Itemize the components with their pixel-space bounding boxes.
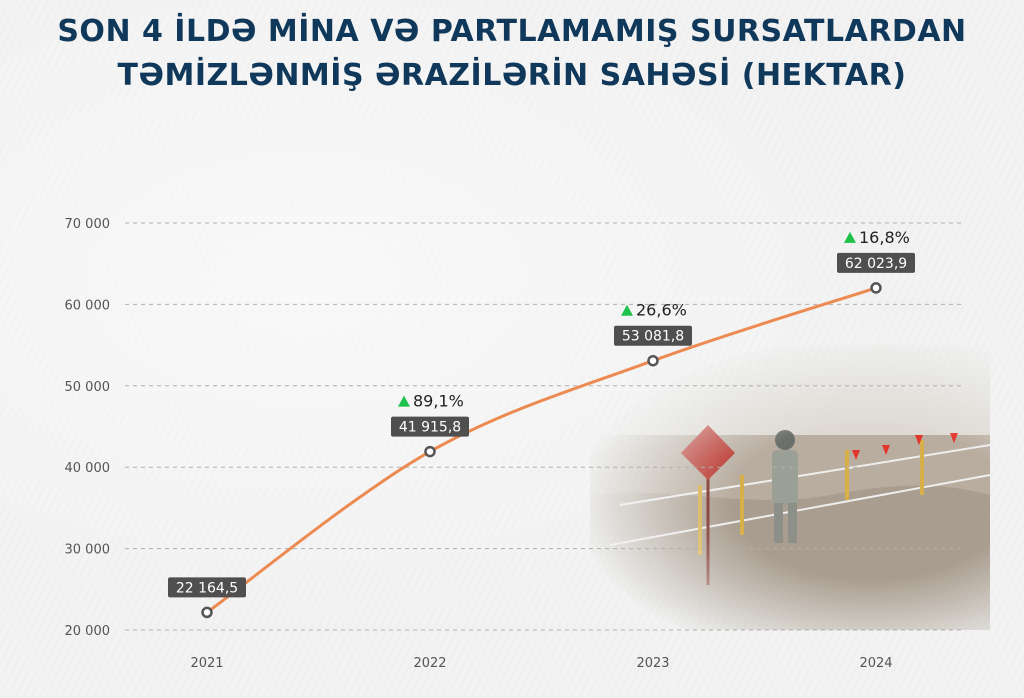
y-tick-label: 40 000 [65,461,111,476]
value-label: 53 081,8 [622,329,684,345]
up-arrow-icon [621,304,633,316]
x-tick-label: 2024 [859,656,892,671]
data-point [201,606,213,619]
y-tick-label: 70 000 [65,217,111,232]
data-points [201,282,882,619]
value-label: 22 164,5 [176,580,238,596]
y-tick-label: 60 000 [65,298,111,313]
x-tick-label: 2023 [636,656,669,671]
demining-photo [590,345,990,630]
growth-label: 16,8% [859,228,910,247]
value-label-box [614,325,692,346]
y-tick-label: 20 000 [65,624,111,639]
deminer-figure [772,430,798,543]
title-line-2: TƏMİZLƏNMİŞ ƏRAZİLƏRİN SAHƏSİ (HEKTAR) [117,58,907,93]
x-tick-label: 2021 [190,656,223,671]
y-tick-label: 50 000 [65,380,111,395]
grid-lines [125,222,965,631]
value-label-box [837,252,915,273]
series-line [205,286,878,614]
data-point [647,354,659,367]
data-point [424,445,436,458]
x-tick-label: 2022 [413,656,446,671]
chart-title: SON 4 İLDƏ MİNA VƏ PARTLAMAMIŞ SURSATLAR… [0,10,1024,98]
up-arrow-icon [844,231,856,243]
growth-label: 26,6% [636,301,687,320]
value-label-box [391,416,469,437]
data-labels: 22 164,5 41 915,8 89,1% 53 081,8 26,6% 62 023… [168,228,915,598]
x-axis-ticks: 2021 2022 2023 2024 [190,656,892,671]
growth-label: 89,1% [413,392,464,411]
y-axis-ticks: 20 000 30 000 40 000 50 000 60 000 70 000 [65,217,111,639]
up-arrow-icon [398,395,410,407]
y-tick-label: 30 000 [65,543,111,558]
value-label: 62 023,9 [845,256,907,272]
title-line-1: SON 4 İLDƏ MİNA VƏ PARTLAMAMIŞ SURSATLAR… [57,14,967,49]
data-point [870,282,882,294]
value-label-box [168,577,246,598]
value-label: 41 915,8 [399,420,461,436]
